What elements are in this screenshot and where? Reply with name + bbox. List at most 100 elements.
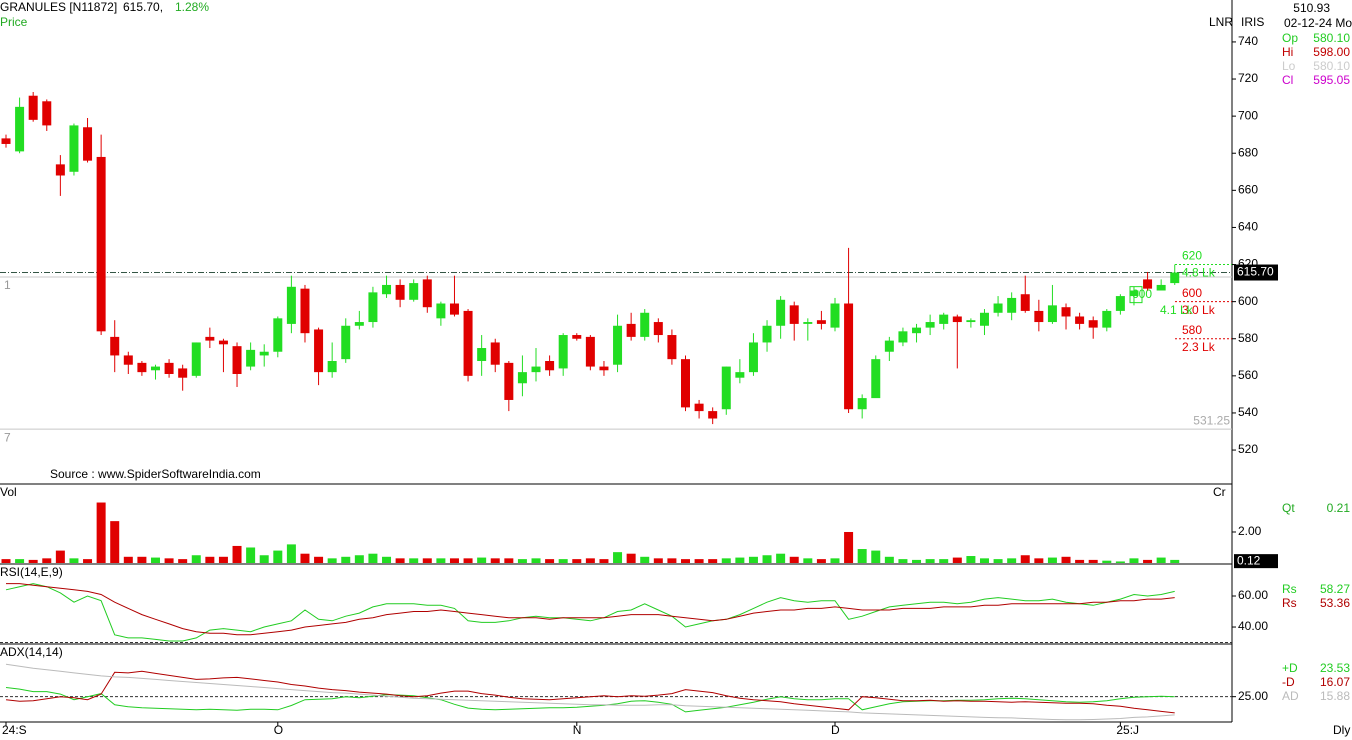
candle-body	[1088, 320, 1098, 328]
ohlc-value: 598.00	[1313, 45, 1350, 59]
reference-tag: 7	[4, 430, 11, 444]
y-tick-label: 560	[1238, 368, 1258, 382]
legend-value: 15.88	[1320, 689, 1350, 703]
volume-bar	[150, 557, 160, 563]
candle-body	[517, 372, 527, 384]
candle-body	[504, 362, 514, 400]
volume-bar	[912, 559, 922, 563]
volume-bar	[55, 550, 65, 563]
candle-body	[422, 279, 432, 308]
volume-bar	[341, 556, 351, 563]
candle-body	[789, 305, 799, 324]
volume-bar	[368, 553, 378, 563]
y-tick-label: 25.00	[1238, 689, 1268, 703]
volume-bar	[653, 558, 663, 563]
candle-body	[69, 125, 79, 172]
y-tick-label: 720	[1238, 71, 1258, 85]
candle-body	[640, 312, 650, 337]
volume-bar	[626, 553, 636, 563]
volume-bar	[871, 550, 881, 563]
volume-bar	[300, 553, 310, 563]
candle-body	[218, 340, 228, 345]
volume-bar	[993, 559, 1003, 563]
candle-body	[1061, 307, 1071, 317]
y-tick-label: 60.00	[1238, 588, 1268, 602]
symbol-title: GRANULES [N11872]	[0, 0, 117, 14]
volume-bar	[952, 557, 962, 563]
panel-title: ADX(14,14)	[0, 645, 63, 659]
candle-body	[545, 361, 555, 371]
candle-body	[150, 366, 160, 371]
volume-bar	[558, 559, 568, 563]
volume-bar	[748, 556, 758, 563]
volume-bar	[667, 558, 677, 563]
ohlc-label: Op	[1282, 31, 1298, 45]
legend-label: -D	[1282, 675, 1295, 689]
last-price-tag	[1234, 264, 1278, 281]
candle-body	[382, 284, 392, 295]
volume-bar	[708, 559, 718, 563]
candle-body	[164, 362, 174, 374]
candle-body	[232, 346, 242, 374]
volume-bar	[314, 556, 324, 563]
volume-bar	[395, 558, 405, 563]
ohlc-value: 580.10	[1313, 31, 1350, 45]
volume-bar	[123, 556, 133, 563]
candle-body	[137, 362, 147, 373]
candle-body	[15, 106, 25, 152]
candle-body	[1020, 294, 1030, 311]
candle-body	[884, 340, 894, 352]
candle-body	[1102, 310, 1112, 328]
x-tick-label: O	[274, 723, 283, 737]
candle-body	[327, 361, 337, 373]
candle-body	[912, 327, 922, 334]
volume-bar	[925, 559, 935, 563]
indicator-line	[5, 663, 1175, 721]
volume-bar	[884, 556, 894, 563]
candle-body	[341, 325, 351, 360]
candle-body	[599, 366, 609, 371]
level-volume: 2.3 Lk	[1182, 340, 1216, 354]
volume-bar	[613, 552, 623, 563]
reference-tag: 1	[4, 278, 11, 292]
volume-bar	[585, 558, 595, 563]
volume-bar	[327, 558, 337, 563]
unit: Cr	[1213, 485, 1226, 499]
volume-bar	[178, 559, 188, 563]
level-label: 620	[1182, 249, 1202, 263]
panel-title: Vol	[0, 485, 17, 499]
candle-body	[1115, 296, 1125, 311]
volume-bar	[83, 559, 93, 563]
candle-body	[354, 322, 364, 326]
volume-bar	[681, 559, 690, 563]
candle-body	[110, 336, 120, 356]
legend-value: 58.27	[1320, 582, 1350, 596]
legend-value: 53.36	[1320, 596, 1350, 610]
volume-bar	[844, 531, 854, 563]
y-tick-label: 740	[1238, 34, 1258, 48]
candle-body	[259, 351, 269, 356]
y-tick-label: 520	[1238, 442, 1258, 456]
candle-body	[1047, 305, 1057, 323]
candle-body	[844, 303, 854, 410]
candle-body	[572, 335, 582, 339]
ohlc-value: 580.10	[1313, 59, 1350, 73]
candle-body	[55, 164, 65, 176]
candle-body	[123, 355, 133, 365]
mode: LNR	[1209, 15, 1233, 29]
legend-label: +D	[1282, 661, 1298, 675]
box-volume: 4.1 Lk	[1160, 303, 1194, 317]
candle-body	[857, 398, 867, 410]
x-tick-label: 25:J	[1116, 723, 1139, 737]
volume-bar	[762, 555, 772, 563]
candle-body	[979, 312, 989, 326]
legend-value: 16.07	[1320, 675, 1350, 689]
candle-body	[626, 323, 636, 337]
volume-bar	[28, 559, 38, 563]
volume-bar	[137, 556, 147, 563]
candle-body	[694, 403, 704, 412]
candle-body	[449, 303, 459, 315]
volume-bar	[422, 558, 432, 563]
volume-bar	[246, 547, 256, 563]
